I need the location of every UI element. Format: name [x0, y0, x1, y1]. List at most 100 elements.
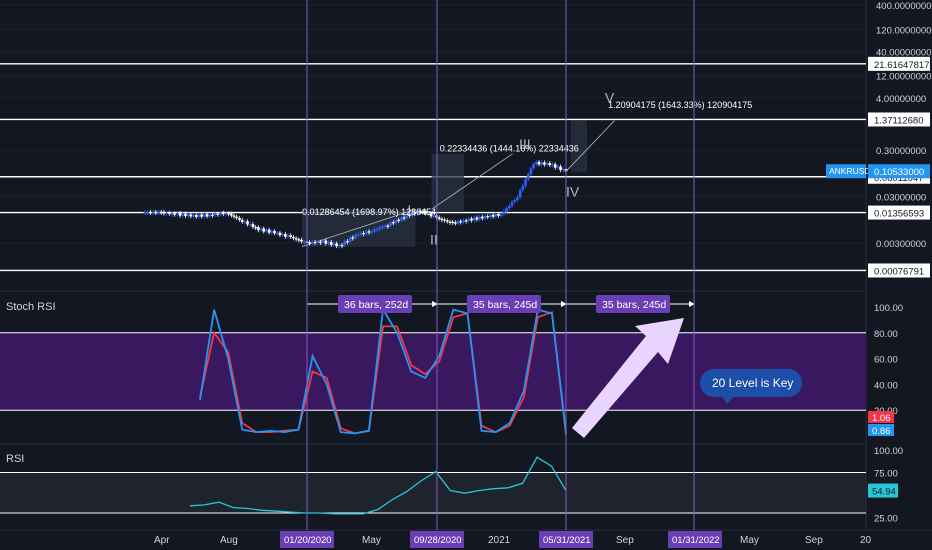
- candle: [224, 213, 228, 215]
- candle: [300, 239, 303, 242]
- candle: [526, 174, 530, 180]
- candle: [151, 211, 155, 214]
- candle: [200, 214, 203, 217]
- date-tag-label: 05/31/2021: [543, 535, 591, 546]
- candle: [313, 241, 317, 244]
- time-tick-label: Apr: [154, 535, 170, 546]
- candle: [243, 221, 247, 223]
- measure-box: [570, 120, 588, 173]
- time-tick-label: Aug: [220, 535, 238, 546]
- candle: [448, 221, 452, 223]
- candle: [346, 241, 349, 243]
- level-tag-label: 0.08011047: [874, 173, 924, 184]
- range-label: 35 bars, 245d: [473, 299, 537, 311]
- date-tag: [539, 531, 593, 548]
- time-tick-label: Sep: [805, 535, 823, 546]
- level-tag: [868, 205, 930, 220]
- candle: [424, 211, 427, 214]
- candle: [203, 214, 206, 217]
- price-tick-label: 0.03000000: [876, 193, 926, 204]
- candle: [472, 217, 476, 221]
- candle: [475, 217, 479, 220]
- candle: [165, 212, 168, 214]
- candle: [435, 215, 438, 218]
- date-tag-label: 01/31/2022: [672, 535, 720, 546]
- stoch-tick-label: 80.00: [874, 329, 898, 340]
- candle: [284, 233, 287, 237]
- candle: [408, 214, 411, 216]
- candle: [410, 212, 414, 216]
- time-tick-label: 2021: [488, 535, 511, 546]
- candle: [154, 211, 158, 214]
- candle: [194, 214, 198, 217]
- candle: [254, 226, 257, 229]
- candle: [510, 201, 514, 206]
- date-tag: [668, 531, 722, 548]
- time-tick-label: 20: [860, 535, 872, 546]
- level-tag-label: 0.01356593: [874, 209, 924, 220]
- candle: [381, 226, 384, 228]
- pair-tag-label: ANKRUSD: [829, 166, 871, 176]
- candle: [197, 214, 201, 217]
- price-tick-label: 0.30000000: [876, 146, 926, 157]
- price-tick-label: 12.00000000: [876, 72, 931, 83]
- candle: [386, 225, 390, 227]
- candle: [227, 213, 230, 215]
- candle: [562, 168, 565, 171]
- candle: [297, 239, 301, 241]
- big-arrow: [572, 318, 684, 438]
- candle: [400, 217, 403, 221]
- rsi-title: RSI: [6, 453, 24, 465]
- candle: [499, 214, 503, 216]
- candle: [537, 161, 541, 165]
- range-label-box: [338, 295, 412, 313]
- candle: [405, 214, 409, 218]
- candle: [543, 162, 546, 165]
- rsi-tick-label: 25.00: [874, 514, 898, 525]
- rsi-value: 54.94: [872, 487, 896, 498]
- candle: [505, 208, 508, 212]
- candle: [192, 214, 195, 217]
- candle: [340, 245, 344, 247]
- date-tag-label: 01/20/2020: [284, 535, 332, 546]
- wave-label: II: [430, 231, 438, 247]
- candle: [181, 213, 185, 216]
- date-tag: [410, 531, 464, 548]
- candle: [211, 214, 214, 216]
- candle: [421, 210, 425, 213]
- candle: [327, 241, 330, 244]
- candle: [470, 218, 473, 221]
- candle: [516, 197, 519, 201]
- candle: [281, 233, 284, 236]
- wave-label: IV: [566, 184, 580, 200]
- candle: [462, 220, 465, 223]
- candle: [440, 218, 444, 221]
- candle: [270, 231, 274, 233]
- rsi-band: [0, 472, 866, 513]
- rsi-value-tag: [868, 483, 898, 498]
- candle: [521, 185, 525, 191]
- candle: [478, 216, 481, 220]
- callout-text: 20 Level is Key: [712, 376, 793, 390]
- candle: [532, 164, 535, 169]
- range-label: 35 bars, 245d: [602, 299, 666, 311]
- candle: [364, 231, 368, 234]
- candle: [437, 217, 441, 219]
- candle: [286, 235, 290, 237]
- candle: [308, 242, 311, 244]
- candle: [205, 214, 209, 217]
- candle: [162, 211, 166, 214]
- candle: [273, 231, 276, 234]
- stoch-rsi-pane: Stoch RSI100.0080.0060.0040.0020.001.060…: [0, 295, 903, 437]
- candle: [219, 212, 222, 215]
- candle: [391, 222, 395, 224]
- candle: [343, 241, 347, 246]
- range-label: 36 bars, 252d: [344, 299, 408, 311]
- current-price-tag: [868, 164, 930, 179]
- candle: [451, 221, 454, 224]
- candle: [321, 240, 325, 243]
- candle: [235, 216, 239, 218]
- candle: [508, 205, 511, 209]
- candle: [146, 211, 149, 214]
